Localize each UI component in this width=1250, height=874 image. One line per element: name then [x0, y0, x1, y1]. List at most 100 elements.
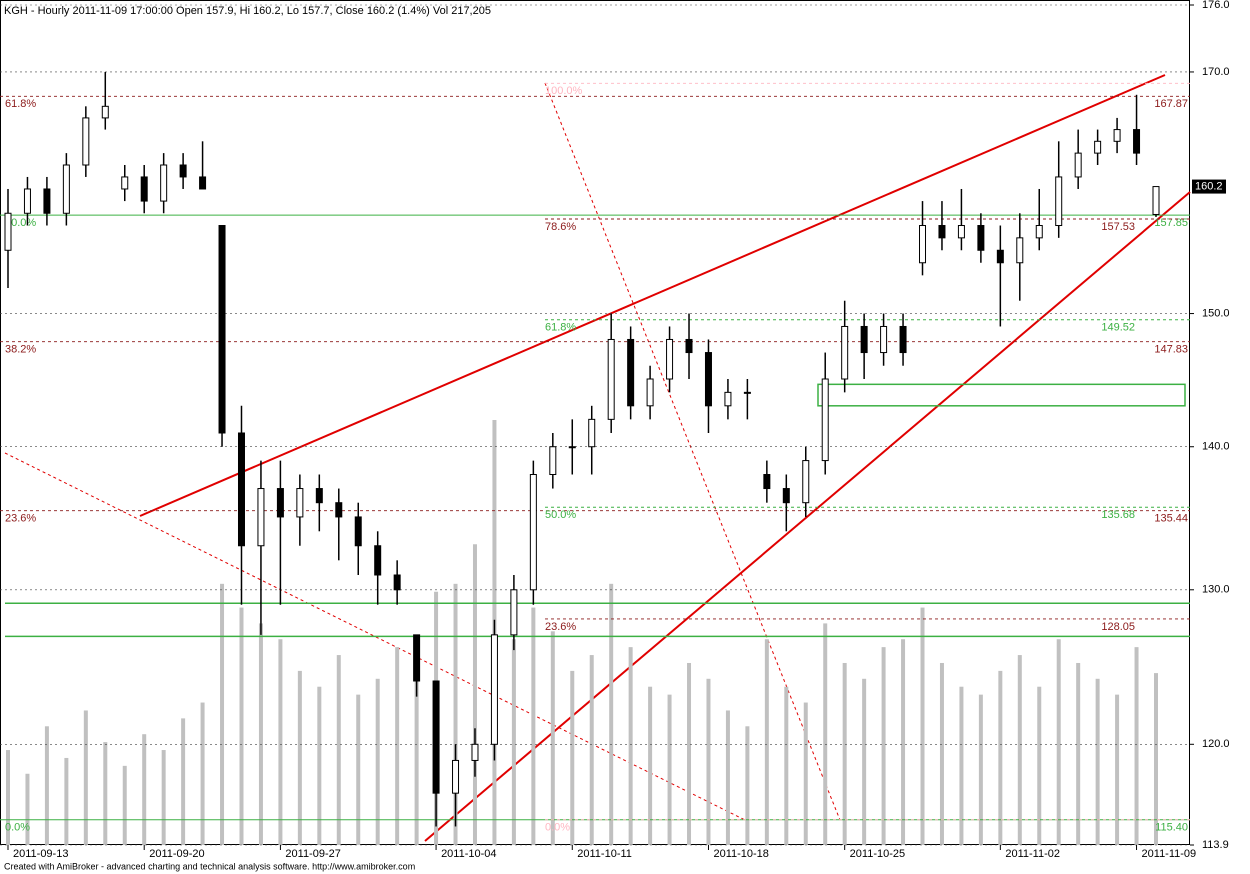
candle-body — [237, 432, 245, 547]
x-tick-label: 2011-10-11 — [577, 848, 632, 860]
candle-body — [179, 164, 187, 178]
fib-pct: 38.2% — [5, 344, 36, 356]
x-tick-label: 2011-10-18 — [713, 848, 768, 860]
fib-pct: 78.6% — [545, 221, 576, 233]
volume-bar — [356, 694, 361, 845]
volume-bar — [1134, 647, 1139, 845]
candle-body — [763, 474, 771, 490]
volume-bar — [200, 702, 205, 845]
candle-body — [549, 446, 557, 476]
fib-pct: 23.6% — [5, 513, 36, 525]
fib-pct: 61.8% — [545, 322, 576, 334]
candle-body — [1113, 129, 1121, 142]
candle-body — [841, 325, 849, 380]
candle-body — [315, 488, 323, 504]
candle-body — [471, 743, 479, 761]
fib-pct: 50.0% — [5, 217, 36, 229]
volume-bar — [531, 607, 536, 845]
candle-body — [919, 225, 927, 264]
volume-bar — [687, 662, 692, 845]
y-tick-label: 140.0 — [1202, 441, 1230, 453]
candle-body — [490, 634, 498, 745]
fib-price: 115.40 — [1155, 822, 1188, 834]
candle-body — [627, 338, 635, 407]
fib-price: 135.68 — [1101, 509, 1135, 521]
candle-body — [1035, 225, 1043, 239]
x-tick-label: 2011-09-20 — [149, 848, 204, 860]
volume-bar — [83, 710, 88, 845]
fib-price: 157.53 — [1101, 221, 1135, 233]
fib-price: 167.87 — [1154, 98, 1188, 110]
volume-bar — [901, 639, 906, 845]
candle-body — [1074, 152, 1082, 178]
trendline-dashed — [544, 82, 841, 821]
volume-bar — [239, 607, 244, 845]
candle-body — [704, 352, 712, 407]
zone — [817, 383, 1186, 407]
volume-bar — [142, 734, 147, 845]
candle-body — [607, 338, 615, 420]
candle-body — [743, 391, 751, 394]
candle-body — [510, 589, 518, 636]
candle-body — [452, 759, 460, 794]
plot-frame — [0, 0, 1190, 845]
candle-body — [4, 212, 12, 251]
candle-body — [335, 502, 343, 518]
candle-body — [1094, 140, 1102, 154]
volume-bar — [648, 686, 653, 845]
candles — [4, 71, 1160, 827]
candle-body — [529, 474, 537, 591]
volume-bar — [414, 662, 419, 845]
candle-body — [354, 516, 362, 547]
volume-bar — [764, 639, 769, 845]
x-tick-label: 2011-11-02 — [1005, 848, 1060, 860]
y-tick-label: 170.0 — [1202, 66, 1230, 78]
fib-price: 149.52 — [1101, 322, 1135, 334]
fib-pct: 0.0% — [5, 822, 30, 834]
candle-body — [101, 105, 109, 119]
fib-price: 157.85 — [1154, 217, 1188, 229]
fib-price: 147.83 — [1154, 344, 1188, 356]
volume-bar — [181, 718, 186, 845]
volume-bar — [122, 765, 127, 845]
x-tick-label: 2011-09-27 — [285, 848, 340, 860]
candle-body — [218, 225, 226, 434]
candle-body — [1055, 176, 1063, 227]
volume-bar — [998, 670, 1003, 845]
candle-body — [276, 488, 284, 518]
candle-body — [23, 188, 31, 214]
volume-bar — [978, 694, 983, 845]
candle-body — [957, 225, 965, 239]
volume-bar — [258, 623, 263, 845]
last-price-box — [1192, 179, 1226, 194]
y-tick-label: 130.0 — [1202, 584, 1230, 596]
volume-bar — [725, 710, 730, 845]
candle-body — [724, 391, 732, 407]
volume-bar — [161, 750, 166, 845]
fib-pct: 0.0% — [545, 822, 570, 834]
candle-body — [121, 176, 129, 190]
volume-bar — [745, 726, 750, 845]
candle-body — [432, 680, 440, 794]
volume-bar — [1154, 673, 1158, 845]
volume-bar — [609, 583, 614, 845]
volume-bar — [103, 742, 108, 845]
volume-bar — [1095, 678, 1100, 845]
candle-body — [140, 176, 148, 202]
fib-pct: 100.0% — [545, 85, 583, 97]
volume-bar — [1017, 655, 1022, 845]
volume-bar — [64, 757, 69, 845]
volume-bar — [25, 773, 30, 845]
candle-body — [996, 249, 1004, 264]
volume-bar — [1115, 694, 1120, 845]
x-tick-label: 2011-10-25 — [850, 848, 905, 860]
candle-body — [860, 325, 868, 354]
candle-body — [374, 545, 382, 576]
volume-bar — [317, 686, 322, 845]
volume-bar — [881, 647, 886, 845]
last-price-label: 160.2 — [1195, 180, 1223, 192]
candle-body — [43, 188, 51, 214]
